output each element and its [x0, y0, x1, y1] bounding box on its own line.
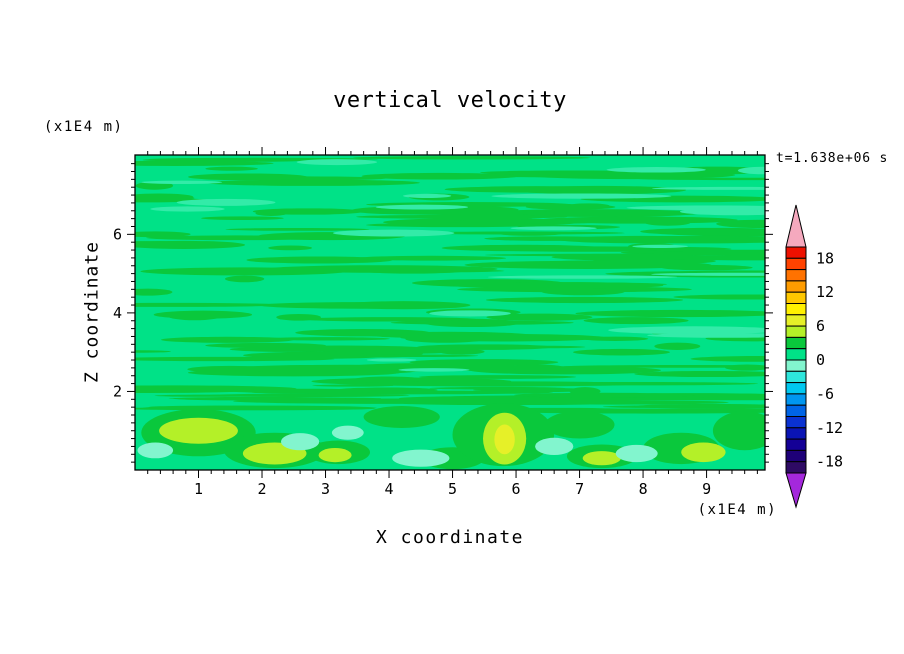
y-tick-label: 6 — [113, 225, 122, 243]
y-axis-unit-label: (x1E4 m) — [44, 119, 124, 135]
x-tick-label: 5 — [448, 480, 457, 498]
x-tick-label: 4 — [384, 480, 393, 498]
x-tick-label: 8 — [639, 480, 648, 498]
colorbar-segments — [785, 246, 807, 474]
colorbar-over-arrow — [785, 204, 807, 248]
x-tick-label: 6 — [511, 480, 520, 498]
colorbar-tick-label: -12 — [816, 419, 843, 437]
x-tick-label: 1 — [194, 480, 203, 498]
colorbar: 18 12 6 0 -6 -12 -18 — [785, 204, 843, 509]
contour-features — [137, 403, 765, 470]
colorbar-tick-label: 6 — [816, 317, 825, 335]
colorbar-tick-label: 18 — [816, 249, 834, 267]
x-tick-label: 7 — [575, 480, 584, 498]
y-axis-title: Z coordinate — [81, 240, 103, 384]
plot-title: vertical velocity — [333, 88, 567, 113]
x-tick-label: 2 — [257, 480, 266, 498]
time-annotation: t=1.638e+06 s — [776, 151, 889, 166]
colorbar-tick-label: -6 — [816, 385, 834, 403]
colorbar-tick-label: 0 — [816, 351, 825, 369]
tick-labels: 1 2 3 4 5 6 7 8 9 2 4 6 — [113, 225, 711, 498]
contour-field — [135, 155, 765, 470]
y-tick-label: 2 — [113, 382, 122, 400]
colorbar-labels: 18 12 6 0 -6 -12 -18 — [816, 249, 843, 470]
x-tick-label: 9 — [702, 480, 711, 498]
colorbar-under-arrow — [785, 472, 807, 509]
contour-plot: 1 2 3 4 5 6 7 8 9 2 4 6 — [113, 147, 773, 498]
streak-texture — [135, 156, 765, 414]
axes — [127, 147, 773, 478]
x-axis-unit-label: (x1E4 m) — [697, 502, 777, 518]
x-tick-label: 3 — [321, 480, 330, 498]
x-axis-title: X coordinate — [375, 527, 525, 548]
colorbar-tick-label: -18 — [816, 453, 843, 471]
colorbar-tick-label: 12 — [816, 283, 834, 301]
y-tick-label: 4 — [113, 304, 122, 322]
